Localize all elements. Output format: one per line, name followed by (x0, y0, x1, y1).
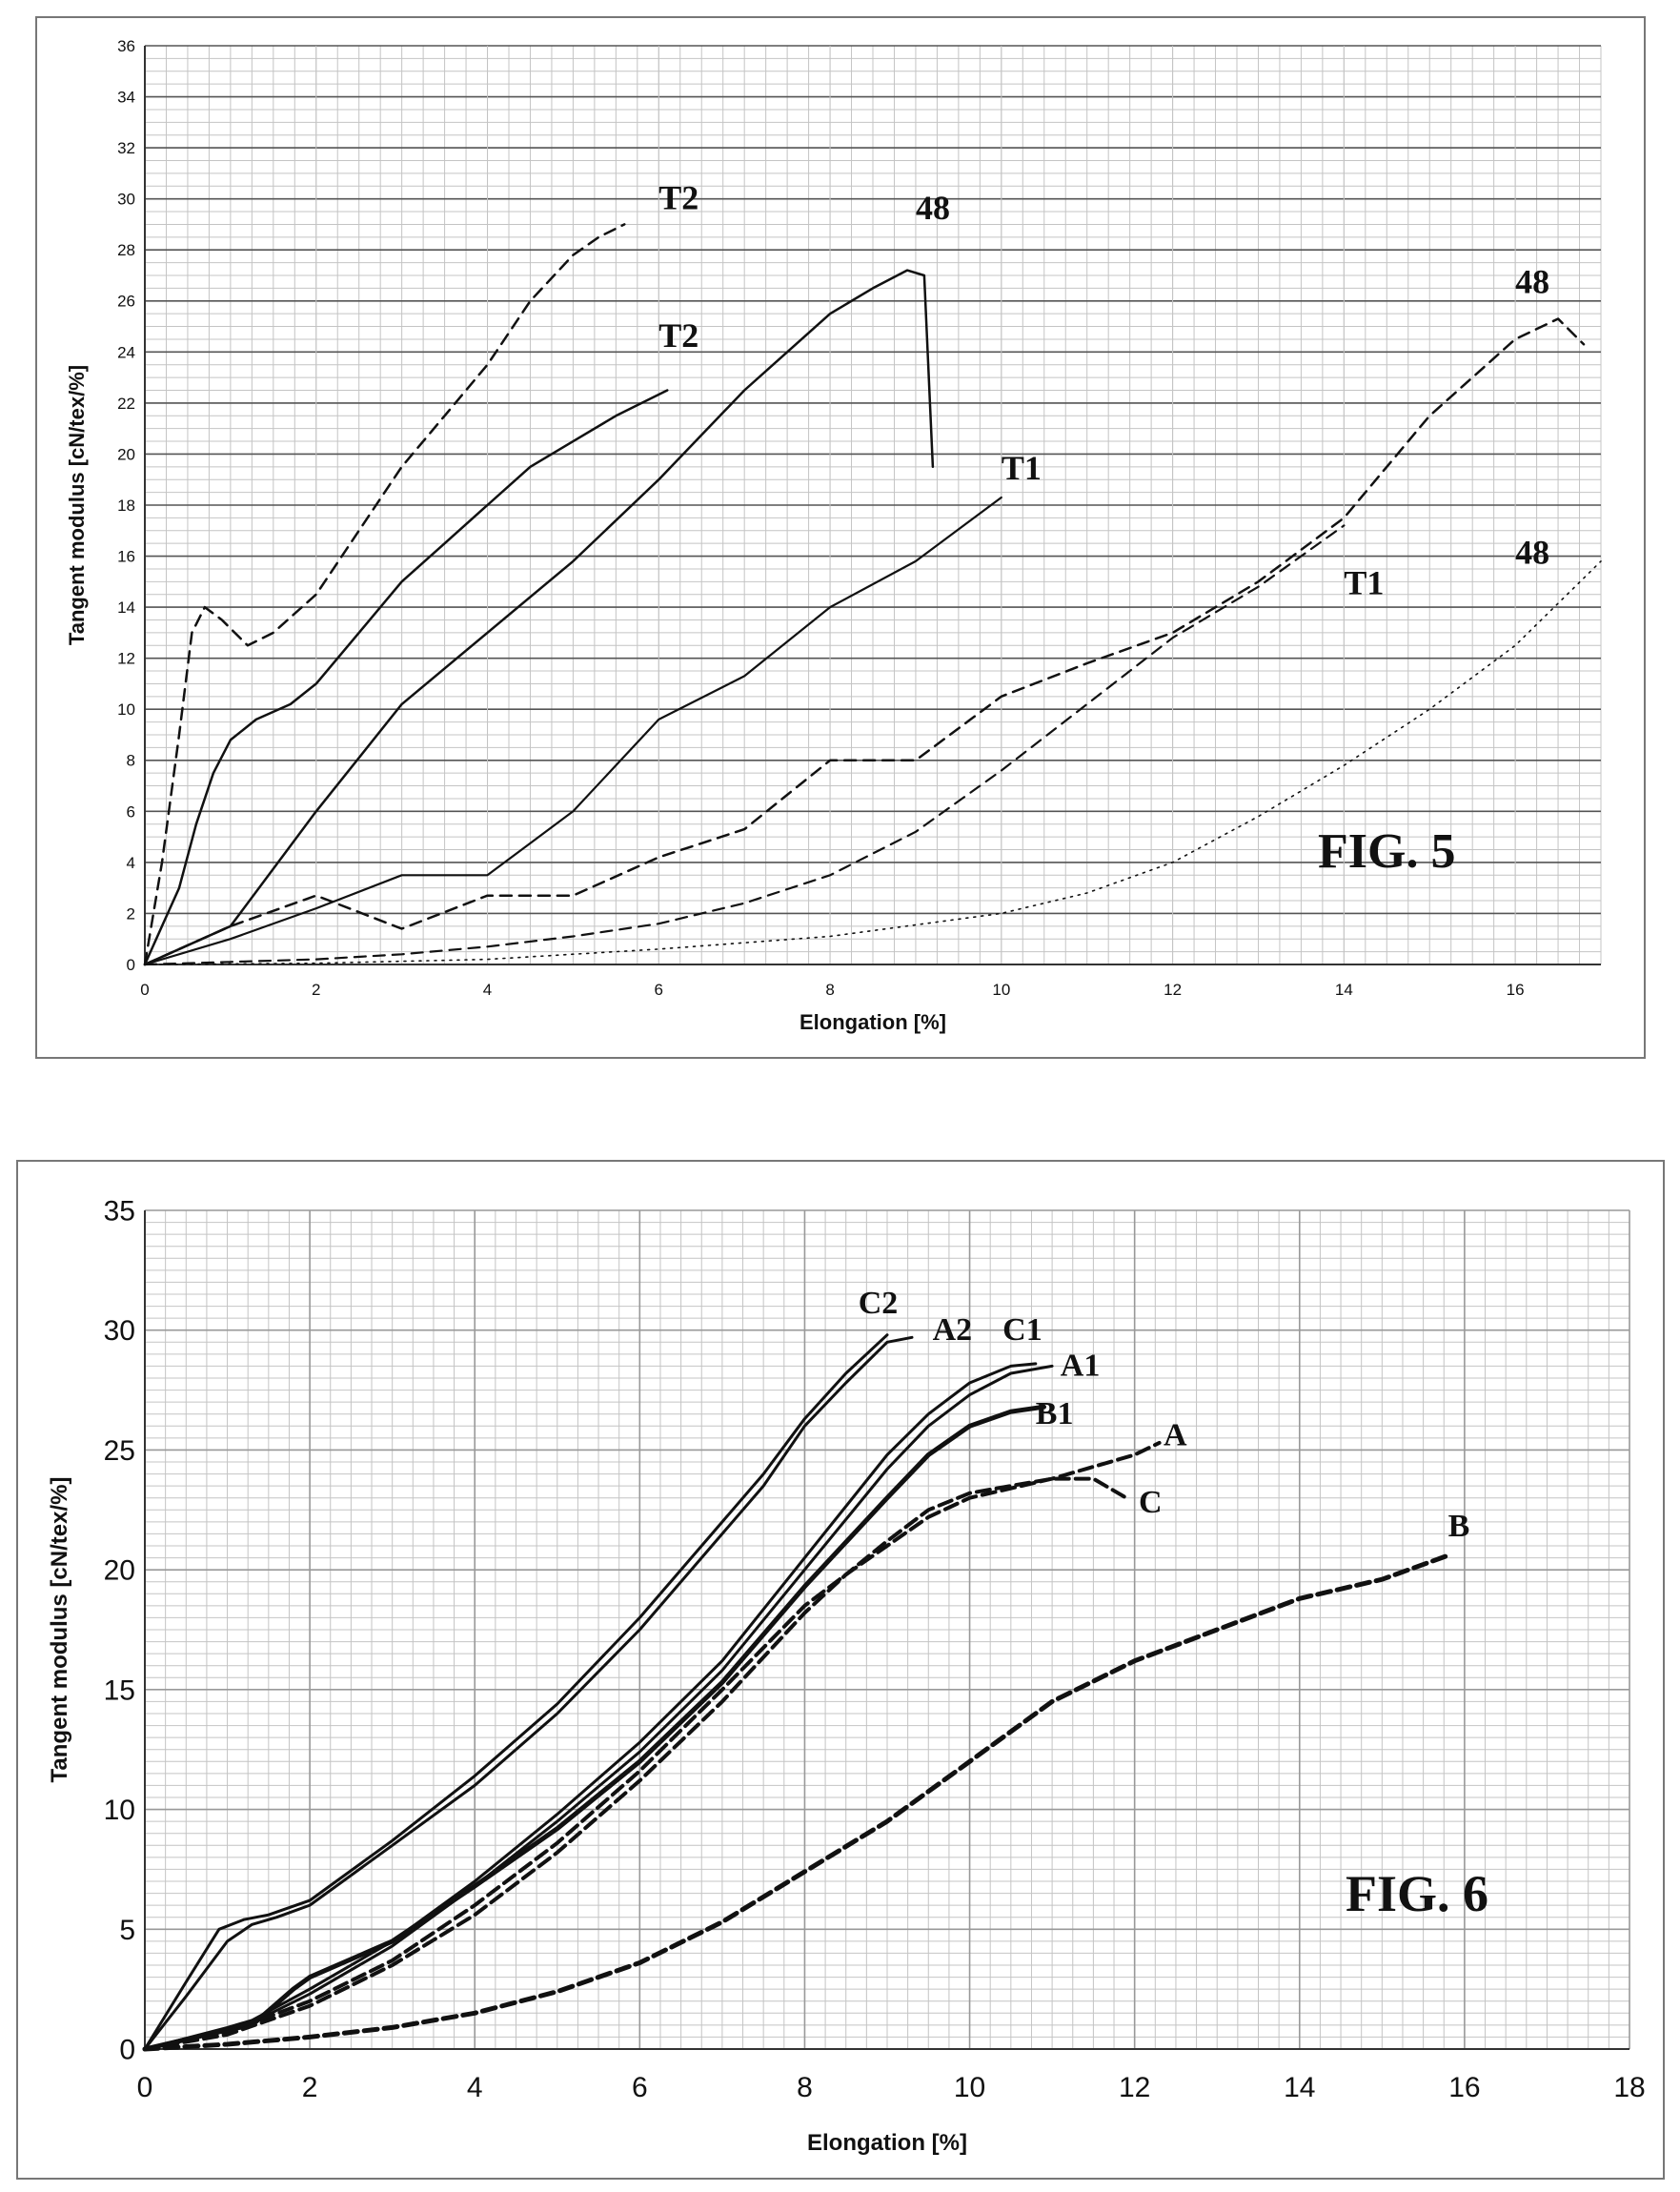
y-tick-label: 16 (117, 548, 135, 566)
curve-label-b: B (1448, 1509, 1470, 1544)
curve-label-c1: C1 (1002, 1312, 1042, 1348)
curve-label-48: 48 (1515, 263, 1549, 301)
figure-5-panel: 0 2 4 6 8 10 12 14 16 0 2 4 6 8 10 12 14 16 18 20 22 24 26 28 30… (0, 0, 1680, 1086)
y-axis-title: Tangent modulus [cN/tex/%] (47, 1477, 72, 1783)
x-axis-title: Elongation [%] (800, 1010, 946, 1034)
y-tick-label: 20 (104, 1555, 135, 1587)
curve-label-a1: A1 (1061, 1348, 1101, 1383)
y-tick-label: 30 (117, 191, 135, 209)
figure-6-chart: 0 2 4 6 8 10 12 14 16 18 0 5 10 15 20 25 30 35 Elongation … (16, 1160, 1665, 2180)
series-line-a1-solid (143, 1364, 1054, 2051)
series-line-48-dashed (143, 317, 1586, 966)
curve-label-48: 48 (916, 189, 950, 227)
curve-label-t2: T2 (658, 178, 698, 216)
curve-label-t1: T1 (1344, 564, 1384, 602)
y-tick-label: 24 (117, 343, 135, 361)
series-line-b-dashed (142, 1553, 1451, 2052)
figure-label: FIG. 6 (1346, 1865, 1488, 1922)
series-line-t1-dashed (143, 524, 1346, 966)
series-line-t1-solid (143, 496, 1002, 966)
x-tick-label: 0 (137, 2072, 153, 2103)
series-line-a2-solid (143, 1335, 914, 2051)
x-tick-label: 18 (1613, 2072, 1645, 2103)
x-tick-label: 14 (1284, 2072, 1315, 2103)
series-line-48-solid (143, 269, 935, 966)
x-tick-label: 8 (797, 2072, 813, 2103)
series-line-t2-solid (143, 389, 669, 966)
x-tick-label: 16 (1448, 2072, 1480, 2103)
curve-label-c: C (1139, 1485, 1163, 1520)
y-tick-label: 4 (127, 854, 135, 872)
y-tick-label: 0 (119, 2035, 135, 2066)
x-tick-label: 12 (1119, 2072, 1150, 2103)
y-tick-label: 10 (117, 700, 135, 719)
y-tick-label: 0 (127, 956, 135, 974)
x-tick-label: 8 (825, 981, 834, 999)
x-tick-label: 4 (467, 2072, 483, 2103)
y-axis-title: Tangent modulus [cN/tex/%] (65, 365, 89, 645)
x-tick-label: 2 (302, 2072, 318, 2103)
figure-6-panel: 0 2 4 6 8 10 12 14 16 18 0 5 10 15 20 25 30 35 Elongation … (0, 1144, 1680, 2192)
y-tick-label: 30 (104, 1315, 135, 1347)
y-tick-label: 35 (104, 1196, 135, 1228)
y-tick-label: 6 (127, 802, 135, 821)
x-tick-label: 6 (655, 981, 663, 999)
x-axis-title: Elongation [%] (807, 2130, 967, 2156)
y-tick-label: 22 (117, 395, 135, 413)
figure-label: FIG. 5 (1318, 824, 1455, 879)
y-tick-label: 15 (104, 1674, 135, 1706)
x-tick-label: 16 (1507, 981, 1525, 999)
x-tick-label: 4 (483, 981, 492, 999)
curve-label-c2: C2 (859, 1286, 899, 1321)
curve-label-b1: B1 (1036, 1396, 1074, 1431)
x-tick-label: 14 (1335, 981, 1353, 999)
y-tick-label: 32 (117, 139, 135, 157)
x-tick-label: 10 (992, 981, 1010, 999)
x-tick-label: 0 (140, 981, 149, 999)
y-tick-label: 18 (117, 497, 135, 515)
y-tick-label: 26 (117, 293, 135, 311)
curve-label-t1: T1 (1002, 449, 1042, 487)
chart-frame (16, 1160, 1665, 2180)
series-line-48-dotted (144, 560, 1602, 965)
series-line-c2-solid (143, 1333, 889, 2051)
y-tick-label: 12 (117, 650, 135, 668)
x-tick-label: 6 (632, 2072, 648, 2103)
y-tick-label: 34 (117, 89, 135, 107)
y-tick-label: 25 (104, 1435, 135, 1467)
gridlines (144, 1209, 1630, 2050)
y-tick-label: 28 (117, 241, 135, 259)
series-line-t2-dashed (143, 223, 626, 966)
y-tick-label: 14 (117, 599, 135, 617)
figure-5-chart: 0 2 4 6 8 10 12 14 16024681012141618202224262830… (35, 16, 1646, 1059)
y-tick-label: 2 (127, 904, 135, 923)
curve-label-a2: A2 (933, 1312, 973, 1348)
y-tick-label: 5 (119, 1915, 135, 1946)
curve-label-48: 48 (1515, 534, 1549, 572)
x-tick-label: 2 (312, 981, 320, 999)
y-tick-label: 20 (117, 445, 135, 463)
y-tick-label: 10 (104, 1795, 135, 1826)
chart-frame (35, 16, 1646, 1059)
curve-label-t2: T2 (658, 316, 698, 355)
curve-label-a: A (1164, 1417, 1187, 1452)
series-line-b1-solid (142, 1404, 1046, 2052)
series-line-a-dashed (143, 1440, 1162, 2051)
gridlines (144, 45, 1602, 965)
series-line-c-dashed (143, 1476, 1128, 2051)
y-tick-label: 8 (127, 752, 135, 770)
x-tick-label: 10 (954, 2072, 985, 2103)
x-tick-label: 12 (1164, 981, 1182, 999)
y-tick-label: 36 (117, 37, 135, 55)
